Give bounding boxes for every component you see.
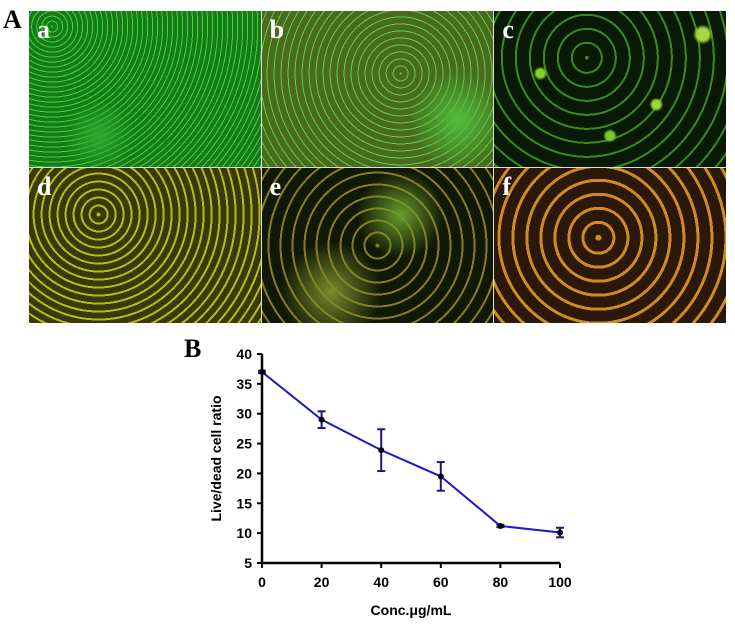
- micrograph-panel-a: a: [29, 11, 261, 167]
- figure-label-a: A: [3, 5, 22, 34]
- x-tick-label: 0: [258, 574, 266, 590]
- x-axis-label: Conc.μg/mL: [371, 602, 452, 618]
- panel-label: f: [502, 171, 511, 201]
- micrograph-panel-c: c: [494, 11, 726, 167]
- y-tick-label: 15: [236, 495, 252, 511]
- x-tick-label: 20: [314, 574, 330, 590]
- micrograph-panel-d: d: [29, 167, 261, 323]
- y-tick-label: 35: [236, 376, 252, 392]
- x-tick-label: 80: [493, 574, 509, 590]
- y-axis-label: Live/dead cell ratio: [208, 395, 224, 521]
- data-line: [261, 371, 561, 534]
- data-point: [378, 447, 385, 454]
- micrograph-panel-b: b: [261, 11, 494, 167]
- micrograph-panel-e: e: [261, 167, 494, 323]
- micrograph-grid: a b c d e f: [29, 11, 726, 323]
- figure-label-b: B: [184, 334, 202, 363]
- panel-label: d: [37, 171, 52, 201]
- x-tick-label: 100: [548, 574, 572, 590]
- y-tick-label: 25: [236, 436, 252, 452]
- panel-label: e: [269, 171, 282, 201]
- panel-label: b: [269, 15, 285, 44]
- micrograph-panel-f: f: [494, 167, 726, 323]
- y-tick-label: 30: [236, 406, 252, 422]
- y-tick-label: 40: [236, 346, 252, 362]
- x-tick-label: 60: [433, 574, 449, 590]
- data-point: [318, 416, 325, 423]
- panel-label: a: [37, 15, 50, 44]
- data-point: [557, 529, 563, 536]
- data-point: [497, 522, 504, 529]
- panel-label: c: [502, 15, 514, 44]
- data-point: [437, 473, 444, 480]
- x-tick-label: 40: [373, 574, 389, 590]
- y-tick-label: 5: [244, 555, 252, 571]
- y-tick-label: 20: [236, 465, 252, 481]
- data-point: [259, 368, 265, 375]
- y-tick-label: 10: [236, 525, 252, 541]
